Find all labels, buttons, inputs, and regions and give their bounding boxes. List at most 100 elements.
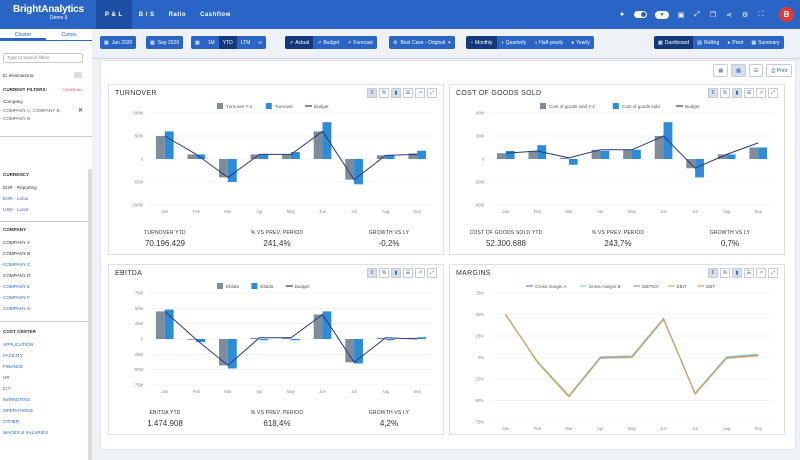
infinity-icon[interactable]: ∞ [254, 36, 266, 49]
freq-monthly[interactable]: ◔ Monthly [466, 36, 497, 49]
sidebar-scrollbar[interactable] [88, 169, 92, 460]
legend-item[interactable]: Budget [676, 104, 700, 109]
bar[interactable] [376, 155, 386, 159]
euro-icon[interactable]: € [708, 268, 718, 278]
bar[interactable] [695, 159, 704, 178]
bar[interactable] [313, 314, 323, 339]
scenario-forecast[interactable]: ↗ Forecast [343, 36, 377, 49]
bar[interactable] [528, 150, 538, 159]
bar[interactable] [385, 339, 395, 341]
series-line[interactable] [505, 314, 759, 398]
period-1m[interactable]: 1M [203, 36, 219, 49]
case-dropdown[interactable]: ⚙ Best Case - Original ▾ [389, 36, 455, 49]
freq-yearly[interactable]: ● Yearly [567, 36, 594, 49]
table-icon[interactable]: ☰ [403, 268, 413, 278]
bar[interactable] [505, 150, 515, 159]
tab-conso[interactable]: Conso [61, 32, 77, 38]
tab-bs[interactable]: B / S [138, 11, 155, 18]
table-icon[interactable]: ☰ [744, 268, 754, 278]
legend-item[interactable]: Cost of goods sold [612, 103, 660, 109]
cost-center-item[interactable]: OTHER [3, 419, 20, 424]
export-icon[interactable]: ↗ [756, 88, 766, 98]
cost-center-item[interactable]: OPERATIONS [3, 408, 33, 413]
copy-icon[interactable]: ❐ [709, 11, 717, 19]
export-icon[interactable]: ↗ [415, 268, 425, 278]
legend-item[interactable]: Budget [285, 284, 310, 289]
bar[interactable] [250, 154, 260, 159]
view-pivot[interactable]: ● Pivot [723, 36, 748, 49]
bar-chart-icon[interactable]: ▮ [732, 268, 742, 278]
view-dashboard[interactable]: ▦ Dashboard [654, 36, 694, 49]
bar[interactable] [758, 147, 768, 160]
company-item[interactable]: COMPANY D [3, 273, 31, 278]
bar[interactable] [354, 339, 363, 364]
bar[interactable] [313, 131, 323, 159]
cost-center-item[interactable]: APPLICATION [3, 342, 34, 347]
legend-item[interactable]: EBITDA [633, 284, 660, 289]
cost-center-item[interactable]: WAGES & SALARIES [3, 430, 49, 435]
legend-item[interactable]: Ebitda [217, 283, 239, 289]
bar[interactable] [227, 339, 237, 369]
bar[interactable] [196, 339, 206, 343]
percent-icon[interactable]: % [720, 268, 730, 278]
bar-chart-icon[interactable]: ▮ [732, 88, 742, 98]
bar[interactable] [591, 149, 601, 159]
company-item[interactable]: COMPANY F [3, 295, 30, 300]
date-from-button[interactable]: ▦ Jan 2020 [100, 36, 137, 49]
euro-icon[interactable]: € [367, 88, 377, 98]
tab-pl[interactable]: P & L [96, 0, 132, 29]
legend-item[interactable]: Turnover Y-1 [217, 103, 253, 109]
view-rolling[interactable]: ▤ Rolling [693, 36, 724, 49]
budget-line[interactable] [505, 135, 759, 169]
bar[interactable] [282, 337, 291, 339]
bar[interactable] [164, 309, 174, 339]
company-item[interactable]: COMPANY A [3, 240, 30, 245]
tab-cluster[interactable]: Cluster [0, 29, 46, 40]
expand-icon[interactable]: ⤢ [768, 268, 778, 278]
expand-icon[interactable]: ⤢ [427, 88, 437, 98]
legend-item[interactable]: EBIT [667, 284, 687, 289]
legend-item[interactable]: Gross margin B [579, 284, 621, 289]
remove-filter-icon[interactable]: ✖ [78, 108, 84, 114]
bar[interactable] [654, 136, 664, 159]
export-icon[interactable]: ⤢ [694, 10, 700, 18]
bar[interactable] [282, 154, 291, 159]
percent-icon[interactable]: % [379, 88, 389, 98]
bar[interactable] [560, 157, 569, 159]
euro-icon[interactable]: € [708, 88, 718, 98]
bar[interactable] [164, 131, 174, 159]
budget-line[interactable] [164, 130, 418, 181]
legend-item[interactable]: Turnover [265, 103, 294, 109]
cost-center-item[interactable]: MARKETING [3, 397, 31, 402]
scenario-budget[interactable]: ↗ Budget [313, 36, 344, 49]
filter-toggle-icon[interactable]: ▼ [655, 10, 669, 19]
bar[interactable] [250, 337, 260, 339]
series-line[interactable] [505, 314, 759, 397]
clear-all-link[interactable]: CLEAR ALL [62, 87, 84, 92]
bar[interactable] [632, 149, 641, 159]
cost-center-item[interactable]: FACILITY [3, 353, 23, 358]
ic-checkbox[interactable] [74, 72, 82, 78]
freq-halfyearly[interactable]: ◑ Half-yearly [530, 36, 568, 49]
bar[interactable] [496, 153, 506, 159]
currency-item[interactable]: EUR - Reporting [3, 185, 37, 190]
view-summary[interactable]: ▦ Summary [747, 36, 784, 49]
fullscreen-icon[interactable]: ⛶ [758, 10, 764, 18]
cost-center-item[interactable]: FINANCE [3, 364, 24, 369]
bar[interactable] [196, 154, 206, 159]
bar[interactable] [749, 147, 759, 160]
percent-icon[interactable]: % [379, 268, 389, 278]
bar[interactable] [322, 122, 332, 159]
legend-item[interactable]: Gross margin A [526, 284, 568, 289]
bar[interactable] [354, 159, 363, 185]
bar[interactable] [187, 154, 197, 159]
bar-chart-icon[interactable]: ▮ [391, 268, 401, 278]
bar[interactable] [291, 339, 300, 341]
scenario-actual[interactable]: ↗ Actual [285, 36, 314, 49]
legend-item[interactable]: Ebitda [251, 283, 274, 289]
bar[interactable] [219, 159, 228, 178]
bar[interactable] [155, 136, 165, 159]
export-icon[interactable]: ↗ [756, 268, 766, 278]
legend-item[interactable]: EBT [697, 284, 715, 289]
bar[interactable] [219, 339, 228, 366]
